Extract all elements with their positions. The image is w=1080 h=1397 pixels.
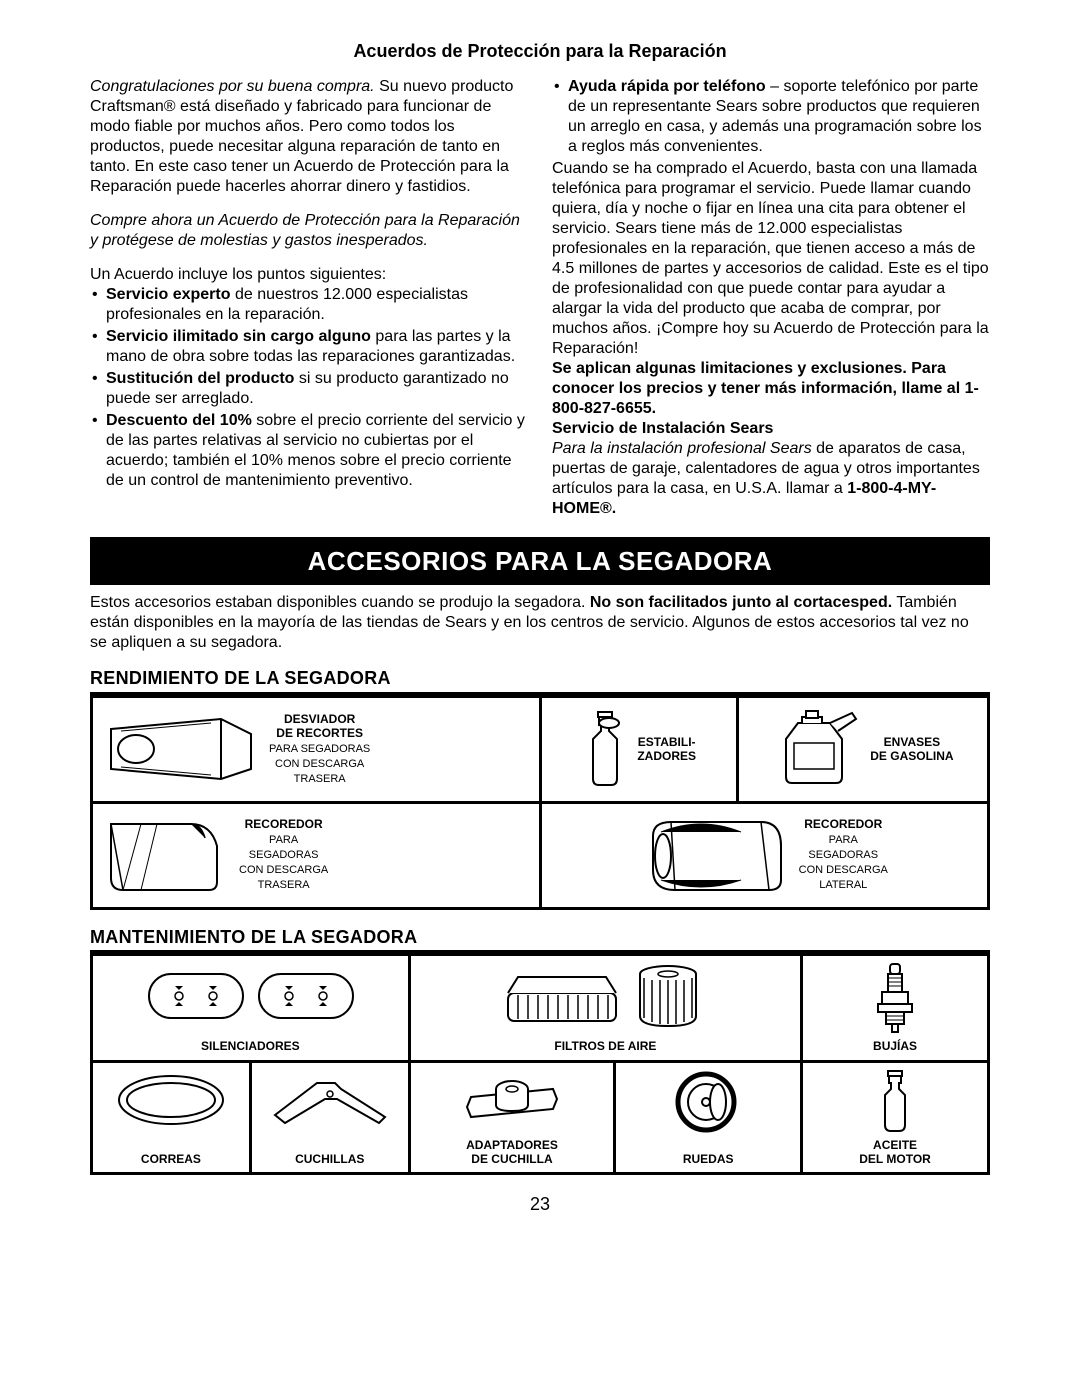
air-filter-flat-icon: [502, 965, 622, 1029]
left-bullet-2: Servicio ilimitado sin cargo alguno para…: [90, 327, 528, 367]
sil-label: SILENCIADORES: [201, 1040, 300, 1054]
oil-bottle-icon: [873, 1069, 917, 1135]
accessories-intro: Estos accesorios estaban disponibles cua…: [90, 593, 990, 653]
b2-bold: Servicio ilimitado sin cargo alguno: [106, 328, 371, 345]
cell-cuchillas: CUCHILLAS: [250, 1061, 409, 1174]
adapt-label: ADAPTADORES DE CUCHILLA: [466, 1139, 558, 1167]
intro-p1: Estos accesorios estaban disponibles cua…: [90, 594, 590, 611]
cell-desviador: DESVIADOR DE RECORTES PARA SEGADORAS CON…: [92, 696, 541, 802]
rt-light: PARA SEGADORAS CON DESCARGA TRASERA: [239, 834, 328, 892]
left-bullet-3: Sustitución del producto si su producto …: [90, 369, 528, 409]
page-number: 23: [90, 1193, 990, 1216]
cell-adaptadores: ADAPTADORES DE CUCHILLA: [409, 1061, 615, 1174]
rec-tras-label: RECOREDOR PARA SEGADORAS CON DESCARGA TR…: [239, 817, 328, 892]
right-column: Ayuda rápida por teléfono – soporte tele…: [552, 77, 990, 519]
rued-label: RUEDAS: [683, 1153, 734, 1167]
estab-label: ESTABILI- ZADORES: [637, 735, 696, 764]
cuch-label: CUCHILLAS: [295, 1153, 364, 1167]
corr-label: CORREAS: [141, 1153, 201, 1167]
left-p1-rest: Su nuevo producto Craftsman® está diseña…: [90, 78, 513, 195]
b4-bold: Descuento del 10%: [106, 412, 252, 429]
bottle-icon: [581, 709, 629, 789]
left-p1: Congratulaciones por su buena compra. Su…: [90, 77, 528, 197]
rendimiento-heading: RENDIMIENTO DE LA SEGADORA: [90, 667, 990, 695]
envases-label: ENVASES DE GASOLINA: [870, 735, 953, 764]
blade-icon: [265, 1069, 395, 1131]
rl-light: PARA SEGADORAS CON DESCARGA LATERAL: [799, 834, 888, 892]
cell-correas: CORREAS: [92, 1061, 251, 1174]
filt-label: FILTROS DE AIRE: [554, 1040, 656, 1054]
gas-can-icon: [772, 709, 862, 789]
right-bullet-1: Ayuda rápida por teléfono – soporte tele…: [552, 77, 990, 157]
belt-icon: [111, 1069, 231, 1131]
cell-filtros: FILTROS DE AIRE: [409, 955, 801, 1062]
deflector-icon: [101, 709, 261, 789]
blade-adapter-icon: [457, 1069, 567, 1129]
cell-bujias: BUJÍAS: [802, 955, 989, 1062]
page-title: Acuerdos de Protección para la Reparació…: [90, 40, 990, 63]
desv-bold: DESVIADOR DE RECORTES: [276, 712, 363, 740]
cell-ruedas: RUEDAS: [615, 1061, 802, 1174]
left-bullet-1: Servicio experto de nuestros 12.000 espe…: [90, 285, 528, 325]
cell-recoredor-lateral: RECOREDOR PARA SEGADORAS CON DESCARGA LA…: [540, 802, 989, 908]
desviador-label: DESVIADOR DE RECORTES PARA SEGADORAS CON…: [269, 712, 370, 786]
cell-silenciadores: SILENCIADORES: [92, 955, 410, 1062]
cell-envases: ENVASES DE GASOLINA: [737, 696, 988, 802]
cell-recoredor-trasera: RECOREDOR PARA SEGADORAS CON DESCARGA TR…: [92, 802, 541, 908]
intro-bold: No son facilitados junto al cortacesped.: [590, 594, 892, 611]
wheel-icon: [666, 1069, 750, 1135]
left-bullet-4: Descuento del 10% sobre el precio corrie…: [90, 411, 528, 491]
left-p1-italic: Congratulaciones por su buena compra.: [90, 78, 375, 95]
rb-bold: Ayuda rápida por teléfono: [568, 78, 766, 95]
accessories-banner: ACCESORIOS PARA LA SEGADORA: [90, 537, 990, 586]
air-filter-round-icon: [628, 962, 708, 1032]
b3-bold: Sustitución del producto: [106, 370, 294, 387]
right-bullet: Ayuda rápida por teléfono – soporte tele…: [552, 77, 990, 157]
rt-bold: RECOREDOR: [245, 817, 323, 831]
cell-estabilizadores: ESTABILI- ZADORES: [540, 696, 737, 802]
left-bullets: Servicio experto de nuestros 12.000 espe…: [90, 285, 528, 491]
muffler-icon: [135, 962, 365, 1030]
right-p3-title: Servicio de Instalación Sears: [552, 419, 990, 439]
side-bag-icon: [641, 812, 791, 898]
spark-plug-icon: [868, 962, 922, 1036]
cell-aceite: ACEITE DEL MOTOR: [802, 1061, 989, 1174]
mantenimiento-table: SILENCIADORES F: [90, 953, 990, 1175]
rear-bag-icon: [101, 812, 231, 898]
right-p3: Para la instalación profesional Sears de…: [552, 439, 990, 519]
left-p3: Un Acuerdo incluye los puntos siguientes…: [90, 265, 528, 285]
right-p1: Cuando se ha comprado el Acuerdo, basta …: [552, 159, 990, 359]
buj-label: BUJÍAS: [873, 1040, 917, 1054]
rl-bold: RECOREDOR: [804, 817, 882, 831]
rendimiento-table: DESVIADOR DE RECORTES PARA SEGADORAS CON…: [90, 695, 990, 910]
rec-lat-label: RECOREDOR PARA SEGADORAS CON DESCARGA LA…: [799, 817, 888, 892]
rp3-italic: Para la instalación profesional Sears: [552, 440, 812, 457]
mantenimiento-heading: MANTENIMIENTO DE LA SEGADORA: [90, 926, 990, 954]
left-p2: Compre ahora un Acuerdo de Protección pa…: [90, 211, 528, 251]
b1-bold: Servicio experto: [106, 286, 231, 303]
right-p2: Se aplican algunas limitaciones y exclus…: [552, 359, 990, 419]
desv-light: PARA SEGADORAS CON DESCARGA TRASERA: [269, 743, 370, 785]
text-columns: Congratulaciones por su buena compra. Su…: [90, 77, 990, 519]
aceite-label: ACEITE DEL MOTOR: [859, 1139, 931, 1167]
left-column: Congratulaciones por su buena compra. Su…: [90, 77, 528, 519]
